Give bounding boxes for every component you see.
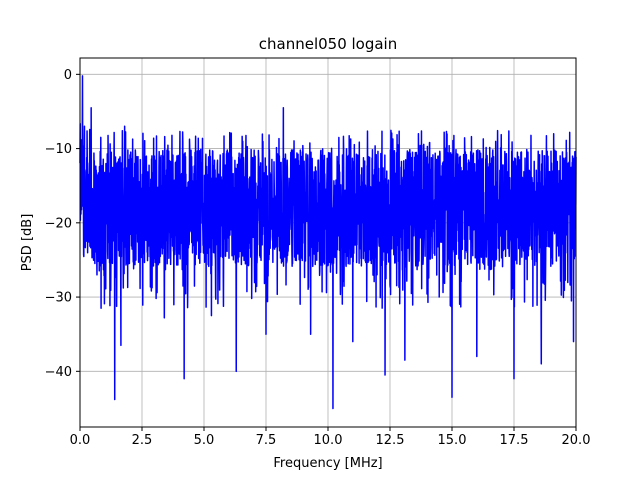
plot-area (79, 75, 577, 410)
psd-series-line (79, 75, 577, 410)
chart-title: channel050 logain (259, 35, 398, 53)
y-tick-label: 0 (64, 68, 72, 83)
x-tick-label: 15.0 (438, 433, 467, 448)
x-axis-label: Frequency [MHz] (273, 456, 382, 471)
x-tick-label: 2.5 (132, 433, 153, 448)
y-axis-label: PSD [dB] (20, 214, 35, 272)
x-tick-label: 7.5 (256, 433, 277, 448)
x-tick-label: 5.0 (194, 433, 215, 448)
x-tick-label: 10.0 (314, 433, 343, 448)
y-tick-label: −20 (45, 216, 72, 231)
x-tick-label: 12.5 (376, 433, 405, 448)
y-tick-label: −40 (45, 365, 72, 380)
y-tick-label: −30 (45, 291, 72, 306)
x-tick-label: 17.5 (500, 433, 529, 448)
x-tick-label: 0.0 (70, 433, 91, 448)
y-axis-ticks: 0 −10 −20 −30 −40 (45, 68, 80, 380)
x-tick-label: 20.0 (562, 433, 591, 448)
x-axis-ticks: 0.0 2.5 5.0 7.5 10.0 12.5 15.0 17.5 20.0 (70, 427, 591, 448)
y-tick-label: −10 (45, 142, 72, 157)
